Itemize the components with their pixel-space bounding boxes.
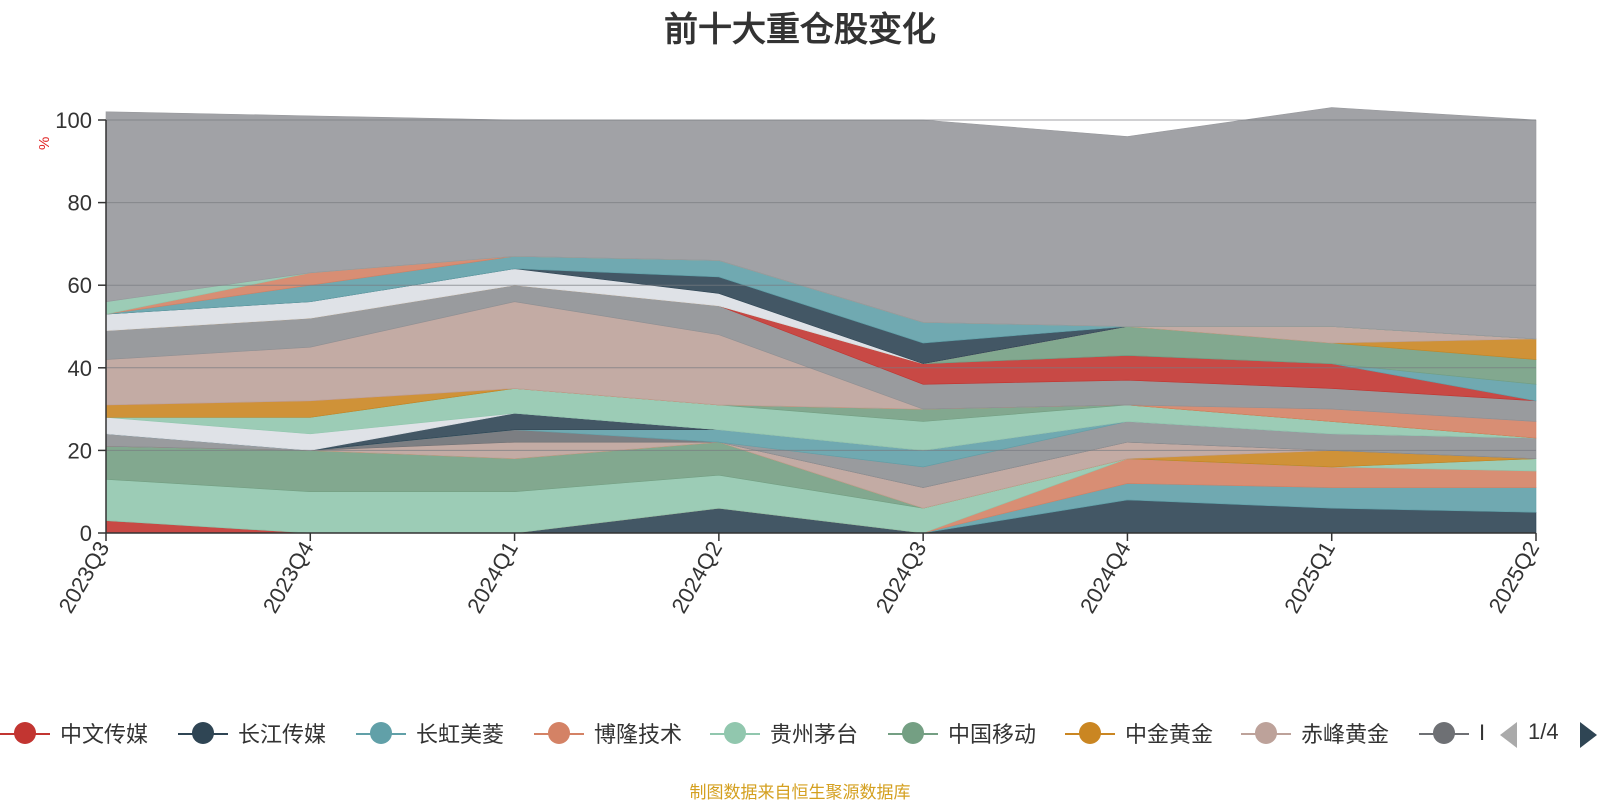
legend-item-1[interactable]: 中文传媒 [0,718,148,748]
legend-marker-icon [534,718,584,748]
chart-title: 前十大重仓股变化 [664,11,936,49]
legend-marker-icon [1241,718,1291,748]
legend-label: 长江传媒 [238,722,327,747]
y-tick-label-40: 40 [68,356,92,381]
page-indicator: 1/4 [1528,719,1559,744]
legend-label: 长虹美菱 [416,722,505,747]
legend-item-4[interactable]: 博隆技术 [534,718,682,748]
legend-label: 贵州茅台 [770,722,859,747]
legend-item-2[interactable]: 长江传媒 [178,718,326,748]
legend-label: 中金黄金 [1125,722,1214,747]
legend-marker-icon [1065,718,1115,748]
next-page-icon[interactable] [1580,722,1597,748]
legend-label: I [1479,720,1486,745]
area-layers [105,107,1537,534]
legend-marker-icon [0,718,50,748]
legend-item-9[interactable]: I [1419,718,1485,748]
x-tick-label-2024Q3: 2024Q3 [871,537,932,617]
legend-item-5[interactable]: 贵州茅台 [710,718,858,748]
x-tick-label-2025Q1: 2025Q1 [1279,537,1340,617]
x-tick-label-2024Q1: 2024Q1 [462,537,523,617]
legend-marker-icon [710,718,760,748]
legend-marker-icon [178,718,228,748]
x-tick-label-2024Q4: 2024Q4 [1075,537,1136,617]
legend-item-3[interactable]: 长虹美菱 [356,718,504,748]
gridlines [106,119,1536,451]
prev-page-icon[interactable] [1500,722,1517,748]
legend-marker-icon [1419,718,1469,748]
legend-marker-icon [888,718,938,748]
x-tick-label-2024Q2: 2024Q2 [666,537,727,617]
legend-label: 中国移动 [948,722,1037,747]
y-tick-label-100: 100 [55,108,92,133]
legend: 中文传媒 长江传媒 长虹美菱 博隆技术 贵州茅台 中国移动 中金黄金 赤峰黄金 I [0,718,1600,748]
legend-label: 中文传媒 [60,722,149,747]
y-tick-label-0: 0 [80,521,92,546]
legend-item-7[interactable]: 中金黄金 [1065,718,1213,748]
legend-marker-icon [356,718,406,748]
y-tick-label-20: 20 [68,438,92,463]
legend-label: 赤峰黄金 [1301,722,1390,747]
stacked-area-chart: 0 20 40 60 80 100 2023Q3 2023Q4 2024Q1 2024Q2 2024… [54,107,1545,617]
y-tick-label-60: 60 [68,273,92,298]
x-tick-label-2023Q4: 2023Q4 [258,537,319,617]
legend-pager: 1/4 [1500,718,1600,748]
legend-label: 博隆技术 [594,722,683,747]
legend-item-8[interactable]: 赤峰黄金 [1241,718,1389,748]
legend-item-6[interactable]: 中国移动 [888,718,1036,748]
x-tick-label-2023Q3: 2023Q3 [54,537,115,617]
data-source-note: 制图数据来自恒生聚源数据库 [689,783,911,802]
x-tick-label-2025Q2: 2025Q2 [1484,537,1545,617]
y-tick-label-80: 80 [68,191,92,216]
